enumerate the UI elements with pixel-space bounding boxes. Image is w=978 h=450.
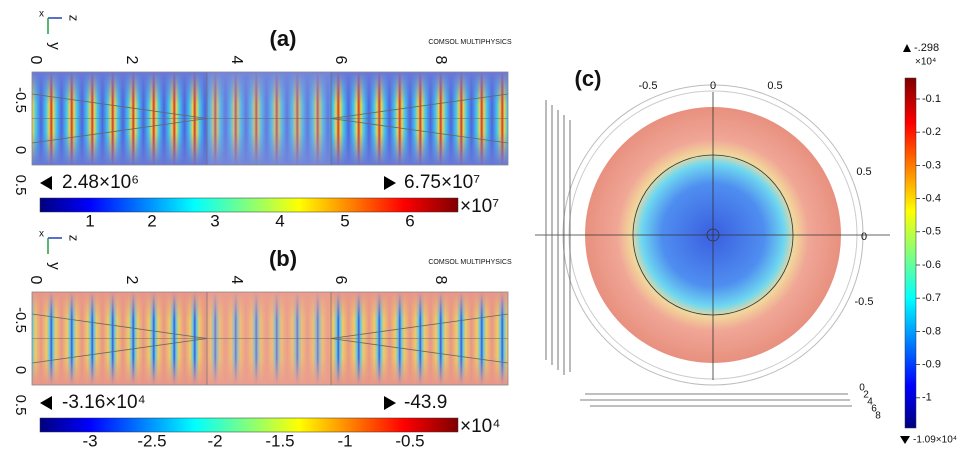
cone-line (330, 93, 509, 119)
colorbar-exponent: ×10⁴ (915, 57, 936, 68)
cone-line (330, 313, 509, 339)
axis-name: z (67, 235, 82, 242)
field-frame (31, 71, 509, 166)
top-tick-label: 6 (332, 276, 349, 285)
min-value: -3.16×10⁴ (62, 392, 146, 413)
colorbar-tick-label: 5 (340, 211, 349, 230)
min-marker (40, 176, 52, 190)
colorbar-tick-label: -0.8 (922, 325, 941, 337)
left-tick-label: 0 (12, 146, 29, 154)
colorbar-tick-label: -0.7 (922, 292, 941, 304)
colorbar-tick-label: -0.1 (922, 93, 941, 105)
bottom-tick-label: 2 (863, 390, 869, 401)
top-tick-label: 2 (123, 56, 140, 65)
colorbar-tick-label: 2 (147, 211, 156, 230)
bottom-tick-label: 6 (871, 404, 877, 415)
right-tick-label: 0 (861, 231, 867, 243)
colorbar-tick-label: -3 (82, 431, 97, 450)
cone-line (31, 313, 208, 339)
panels: (a) x z y COMSOL MULTIPHYSICS 0 2 4 6 8 -0.5 0 0.5 2.… (12, 9, 512, 450)
min-marker (40, 396, 52, 410)
max-value: 6.75×10⁷ (404, 172, 480, 193)
cone-line (330, 338, 509, 364)
max-marker (384, 396, 396, 410)
max-value: -43.9 (404, 392, 447, 413)
colorbar-tick-label: -0.5 (922, 226, 941, 238)
axis-name: y (46, 262, 63, 270)
top-tick-label: 6 (332, 56, 349, 65)
top-tick-label: 2 (123, 276, 140, 285)
right-tick-label: -0.5 (855, 296, 874, 308)
cone-line (330, 118, 509, 144)
colorbar-tick-label: -2.5 (137, 431, 166, 450)
left-tick-label: -0.5 (12, 307, 29, 333)
left-tick-label: 0 (12, 366, 29, 374)
colorbar (39, 197, 459, 213)
top-tick-label: 0 (27, 276, 44, 285)
colorbar (904, 77, 917, 429)
cone-line (31, 338, 208, 364)
top-tick-label: 8 (432, 56, 449, 65)
colorbar-exponent: ×10⁴ (460, 416, 500, 437)
colorbar-tick-label: -0.6 (922, 259, 941, 271)
max-marker (384, 176, 396, 190)
top-tick-label: -0.5 (639, 80, 658, 92)
colorbar-tick-label: -1.5 (265, 431, 294, 450)
colorbar-tick-label: -1 (922, 392, 932, 404)
left-tick-label: -0.5 (12, 87, 29, 113)
bottom-tick-label: 8 (875, 411, 881, 422)
colorbar-tick-label: 6 (405, 211, 414, 230)
colorbar-tick-label: -0.5 (395, 431, 424, 450)
top-tick-label: 0 (710, 80, 716, 92)
min-value: 2.48×10⁶ (62, 172, 139, 193)
colorbar-tick-label: -0.4 (922, 193, 941, 205)
colorbar (39, 417, 459, 433)
top-tick-label: 0.5 (767, 80, 782, 92)
watermark: COMSOL MULTIPHYSICS (428, 39, 512, 46)
panel-label: (a) (270, 26, 297, 51)
cone-line (31, 118, 208, 144)
colorbar-min: -1.09×10⁴ (913, 435, 957, 446)
bottom-tick-label: 0 (859, 383, 865, 394)
colorbar-tick-label: -2 (207, 431, 222, 450)
colorbar-tick-label: 1 (85, 211, 94, 230)
top-tick-label: 8 (432, 276, 449, 285)
axis-name: x (39, 9, 44, 20)
axis-name: y (46, 42, 63, 50)
colorbar-max: -.298 (914, 42, 939, 54)
min-marker (900, 436, 910, 444)
axis-name: x (39, 229, 44, 240)
axis-name: z (67, 15, 82, 22)
colorbar-tick-label: -0.2 (922, 126, 941, 138)
right-tick-label: 0.5 (856, 166, 871, 178)
panel-label: (b) (269, 246, 297, 271)
panel-label: (c) (575, 66, 602, 91)
top-tick-label: 0 (27, 56, 44, 65)
max-marker (903, 44, 911, 52)
watermark: COMSOL MULTIPHYSICS (428, 259, 512, 266)
top-tick-label: 4 (228, 56, 245, 65)
colorbar-exponent: ×10⁷ (460, 196, 499, 217)
panel-c: (c) -0.5 0 0.50.50-0.502468-.298×10⁴-0.1-0.… (535, 42, 957, 446)
top-tick-label: 4 (228, 276, 245, 285)
cone-line (31, 93, 208, 119)
colorbar-tick-label: -1 (337, 431, 352, 450)
bottom-tick-label: 4 (867, 397, 873, 408)
side-lines (545, 100, 852, 407)
colorbar-tick-label: 3 (210, 211, 219, 230)
colorbar-tick-label: 4 (275, 211, 284, 230)
colorbar-tick-label: -0.3 (922, 159, 941, 171)
left-tick-label: 0.5 (12, 175, 29, 196)
colorbar-tick-label: -0.9 (922, 359, 941, 371)
left-tick-label: 0.5 (12, 395, 29, 416)
field-frame (31, 291, 509, 386)
